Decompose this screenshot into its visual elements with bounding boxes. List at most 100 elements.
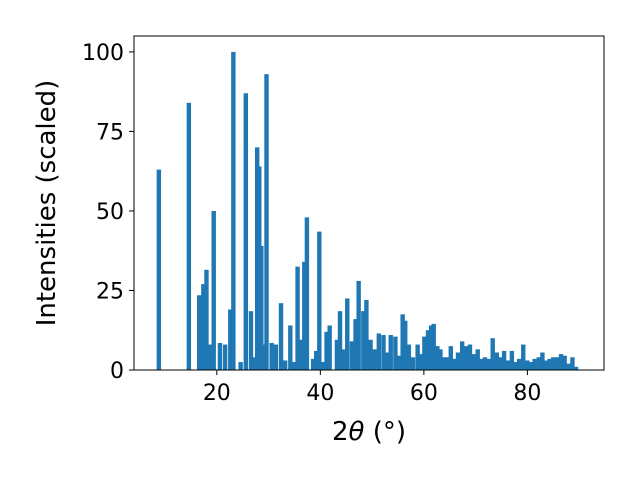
bar [551,357,556,370]
y-tick-label: 25 [96,279,124,304]
bar [501,350,507,370]
bar [396,355,402,370]
y-axis-ticks: 0 25 50 75 100 [82,41,134,384]
bar [459,341,465,370]
bar [452,358,457,370]
bar [368,339,373,370]
bar [400,314,405,370]
bar [228,309,233,370]
bar [536,357,541,370]
bar [341,349,347,370]
y-tick-label: 0 [110,359,124,384]
bar [337,311,343,370]
bar [406,344,412,370]
bar [431,323,436,370]
bar [562,355,567,370]
x-axis-ticks: 20 40 60 80 [203,370,541,406]
bar [513,362,519,370]
bar [186,102,192,371]
bar [494,352,500,370]
y-axis-label: Intensities (scaled) [32,80,62,327]
bar [543,360,549,370]
bar [273,344,279,370]
bar [222,344,228,370]
bar [324,331,329,370]
bar [475,349,480,370]
bar [156,169,162,370]
bar [327,325,332,370]
bar [207,344,212,370]
bar [385,352,390,370]
bar [282,360,288,370]
bar [422,336,427,370]
bar [445,357,450,370]
bar [558,354,564,370]
bar [310,358,316,370]
bar [252,357,257,370]
bar [441,357,447,370]
x-tick-label: 40 [306,381,334,406]
y-tick-label: 50 [96,200,124,225]
bar [231,51,236,371]
bar [321,362,326,370]
bar [570,357,575,370]
bar [388,335,393,370]
bar [455,352,461,370]
bar [302,261,307,370]
bar [349,341,355,370]
bar [573,366,579,370]
bar [314,350,319,370]
x-axis-label: 2θ (°) [332,417,406,447]
bar [403,320,408,370]
bar [376,333,382,370]
y-tick-label: 100 [82,41,124,66]
x-axis-label-symbol: θ [349,417,365,447]
bar [393,336,398,370]
bar [428,325,434,370]
bar [438,349,443,370]
x-tick-label: 60 [410,381,438,406]
bar [356,280,361,370]
bar [243,93,249,370]
x-tick-label: 80 [513,381,541,406]
bar [361,311,366,370]
bar [418,354,423,370]
bar [498,357,503,370]
bar [532,358,537,370]
bar [288,325,293,370]
bar [264,74,269,371]
bar [529,362,534,370]
bar [448,346,453,370]
bar [201,284,206,370]
bar [471,354,476,370]
bar-series [156,51,579,371]
bar [467,344,473,370]
bar [479,358,484,370]
plot-frame [133,35,605,371]
bar [259,245,264,370]
bar [486,358,492,370]
bar [425,330,431,370]
bar [482,357,488,370]
bar [292,362,297,370]
bar [278,303,284,370]
bar [516,358,522,370]
bar [525,360,530,370]
bar [505,360,510,370]
bar [540,352,545,370]
bar [269,342,274,370]
bar [248,311,254,370]
bar [334,339,340,370]
bar [464,346,469,370]
bar [295,266,300,370]
bar [555,357,560,370]
bar [509,350,515,370]
bar [345,298,350,370]
bar [261,344,267,370]
bar [415,344,420,370]
bar [197,295,202,370]
bar [521,344,526,370]
bar [204,269,209,370]
x-tick-label: 20 [203,381,231,406]
